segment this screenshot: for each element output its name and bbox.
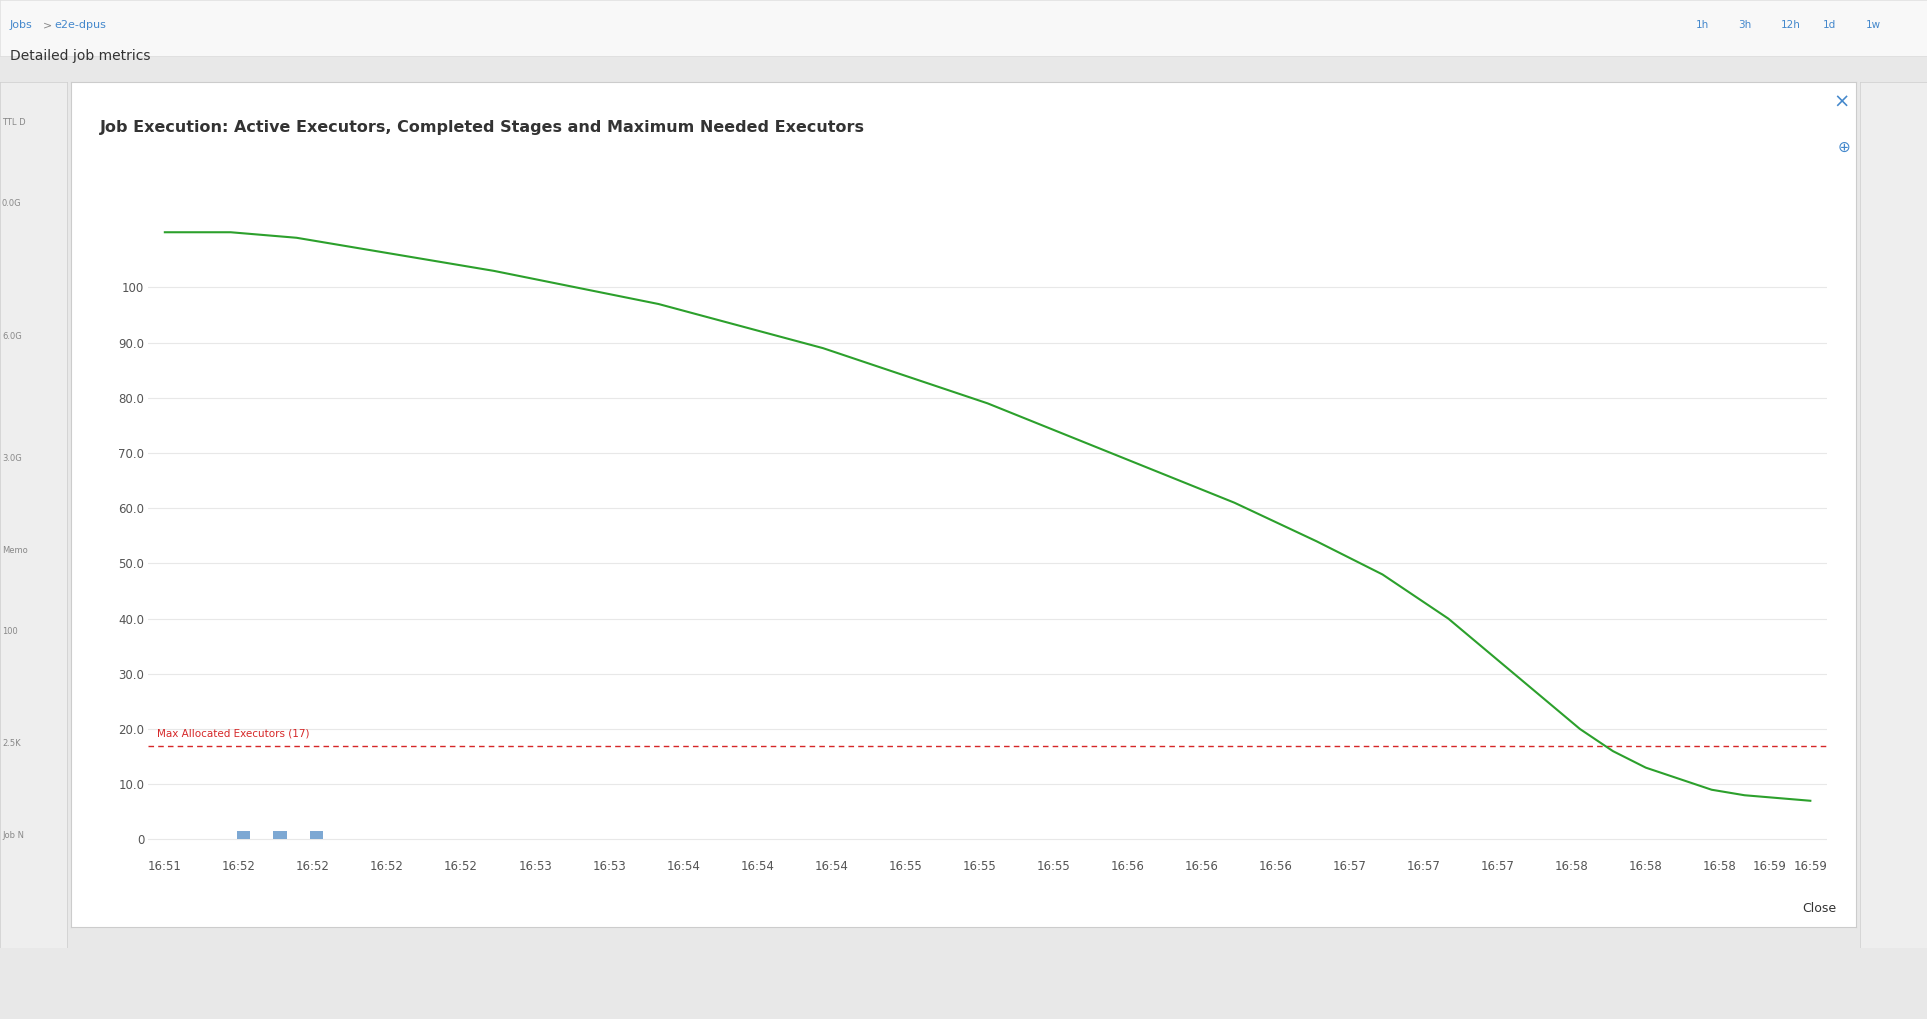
Text: Job Execution: Active Executors, Completed Stages and Maximum Needed Executors: Job Execution: Active Executors, Complet… [100,120,865,135]
Bar [237,832,251,840]
Text: 12h: 12h [1781,20,1800,31]
Text: 1h: 1h [1696,20,1709,31]
Text: TTL D: TTL D [2,118,25,126]
Text: 3.0G: 3.0G [2,454,21,463]
Text: 0.0G: 0.0G [2,200,21,208]
Text: Memo: Memo [2,546,27,554]
Text: ⊕: ⊕ [1836,141,1850,155]
Text: 2.5K: 2.5K [2,740,21,748]
Bar [310,832,324,840]
Text: Jobs: Jobs [10,20,33,31]
Text: 100: 100 [2,628,17,636]
Text: Detailed job metrics: Detailed job metrics [10,49,150,63]
Text: 1w: 1w [1865,20,1881,31]
Text: ×: × [1835,93,1850,111]
Text: 3h: 3h [1738,20,1752,31]
Text: e2e-dpus: e2e-dpus [54,20,106,31]
Text: Job N: Job N [2,832,23,840]
Text: 1d: 1d [1823,20,1836,31]
Text: Close: Close [1802,903,1836,915]
Text: >: > [42,20,52,31]
Bar [274,832,287,840]
Text: Max Allocated Executors (17): Max Allocated Executors (17) [156,729,308,739]
Text: 6.0G: 6.0G [2,332,21,340]
